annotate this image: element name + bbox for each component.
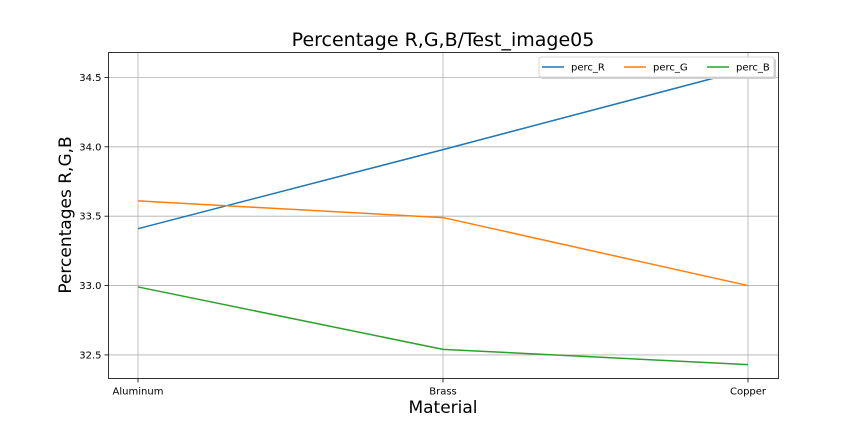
chart-title: Percentage R,G,B/Test_image05	[292, 29, 595, 51]
y-axis-label: Percentages R,G,B	[56, 136, 76, 293]
series-line-perc_R	[137, 68, 749, 230]
y-tick-label: 33.5	[79, 212, 101, 223]
series-line-perc_B	[137, 286, 749, 366]
y-tick-label: 32.5	[79, 350, 101, 361]
x-axis-label: Material	[408, 398, 477, 418]
axis-ticks: Aluminum Brass Copper 32.5 33.0 33.5 34.0 34.5	[79, 73, 767, 398]
legend-label-perc_G: perc_G	[653, 63, 688, 74]
x-tick-label: Copper	[730, 387, 767, 398]
grid	[108, 52, 779, 379]
legend-label-perc_B: perc_B	[736, 63, 770, 74]
y-tick-label: 34.0	[79, 142, 101, 153]
series-lines	[137, 68, 749, 366]
legend-box	[538, 56, 775, 78]
x-tick-label: Aluminum	[113, 387, 164, 398]
legend-label-perc_R: perc_R	[571, 63, 605, 74]
plot-frame	[108, 52, 779, 379]
legend: perc_R perc_G perc_B	[538, 56, 776, 79]
y-tick-label: 34.5	[79, 73, 101, 84]
x-tick-label: Brass	[429, 387, 457, 398]
y-tick-label: 33.0	[79, 281, 101, 292]
series-line-perc_G	[137, 200, 749, 287]
